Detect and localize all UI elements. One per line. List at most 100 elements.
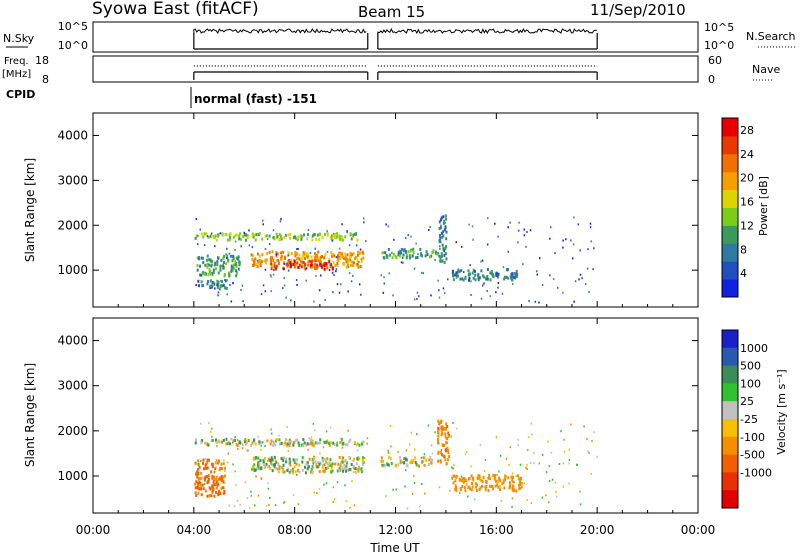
- echo-cell: [228, 252, 231, 255]
- echo-cell: [204, 489, 207, 493]
- echo-cell: [303, 265, 306, 269]
- echo-cell: [204, 466, 207, 470]
- echo-cell: [317, 461, 320, 465]
- echo-cell: [327, 441, 330, 445]
- echo-cell: [298, 257, 301, 261]
- echo-cell: [216, 259, 219, 263]
- echo-cell: [445, 217, 448, 221]
- echo-cell: [490, 484, 493, 488]
- echo-cell: [277, 252, 280, 256]
- echo-cell: [242, 300, 244, 303]
- echo-cell: [344, 255, 347, 259]
- echo-cell: [211, 427, 213, 430]
- echo-cell: [455, 274, 458, 278]
- echo-cell: [207, 480, 210, 484]
- echo-cell: [460, 475, 463, 478]
- echo-cell: [552, 278, 555, 281]
- echo-cell: [216, 234, 219, 238]
- echo-cell: [506, 276, 509, 280]
- echo-cell: [485, 480, 488, 484]
- echo-cell: [437, 434, 440, 438]
- echo-cell: [265, 234, 268, 238]
- echo-cell: [272, 236, 274, 239]
- echo-cell: [346, 461, 349, 465]
- echo-cell: [200, 280, 203, 284]
- echo-cell: [325, 482, 328, 485]
- echo-cell: [302, 251, 305, 255]
- echo-cell: [483, 282, 485, 285]
- echo-cell: [264, 248, 267, 251]
- echo-cell: [356, 259, 359, 263]
- echo-cell: [296, 261, 299, 265]
- echo-cell: [250, 494, 252, 497]
- echo-cell: [222, 486, 225, 490]
- echo-cell: [322, 256, 325, 260]
- echo-cell: [302, 254, 305, 258]
- echo-cell: [322, 469, 325, 473]
- echo-cell: [288, 470, 291, 474]
- echo-cell: [430, 444, 433, 447]
- echo-cell: [464, 453, 467, 456]
- echo-cell: [257, 261, 260, 265]
- echo-cell: [306, 237, 309, 241]
- echo-cell: [484, 488, 487, 492]
- echo-cell: [221, 477, 224, 481]
- echo-cell: [494, 222, 496, 225]
- echo-cell: [194, 486, 197, 490]
- echo-cell: [345, 464, 348, 468]
- echo-cell: [439, 245, 441, 248]
- echo-cell: [226, 257, 228, 260]
- echo-cell: [222, 283, 225, 287]
- echo-cell: [436, 441, 439, 445]
- echo-cell: [436, 437, 439, 441]
- echo-cell: [486, 243, 489, 246]
- echo-cell: [228, 504, 230, 507]
- echo-cell: [583, 425, 585, 428]
- echo-cell: [330, 251, 333, 255]
- echo-cell: [554, 481, 557, 484]
- echo-cell: [282, 267, 285, 270]
- echo-cell: [293, 265, 296, 269]
- echo-cell: [333, 235, 336, 239]
- echo-cell: [326, 457, 329, 461]
- echo-cell: [234, 240, 237, 243]
- echo-cell: [272, 440, 275, 444]
- echo-cell: [253, 504, 256, 507]
- echo-cell: [225, 233, 228, 237]
- echo-cell: [200, 487, 203, 491]
- echo-cell: [425, 458, 428, 462]
- echo-cell: [360, 257, 363, 261]
- echo-cell: [257, 435, 259, 438]
- echo-cell: [273, 264, 276, 268]
- echo-cell: [335, 268, 338, 271]
- echo-cell: [513, 271, 516, 275]
- echo-cell: [203, 483, 206, 486]
- echo-cell: [311, 457, 314, 461]
- echo-cell: [270, 428, 272, 431]
- echo-cell: [519, 476, 522, 480]
- y-tick-label: 1000: [57, 469, 88, 483]
- echo-cell: [380, 459, 383, 463]
- echo-cell: [294, 470, 297, 474]
- echo-cell: [314, 263, 317, 267]
- echo-cell: [343, 257, 346, 261]
- echo-cell: [290, 252, 293, 256]
- echo-cell: [414, 448, 416, 451]
- echo-cell: [438, 421, 441, 425]
- echo-cell: [429, 455, 432, 459]
- echo-cell: [359, 248, 362, 251]
- echo-cell: [509, 275, 512, 279]
- colorbar-tick-label: 25: [740, 395, 754, 408]
- echo-cell: [203, 476, 206, 480]
- echo-cell: [468, 276, 471, 280]
- echo-cell: [443, 219, 446, 223]
- nsky-panel-frame: [92, 21, 699, 53]
- echo-cell: [345, 466, 348, 470]
- echo-cell: [481, 485, 483, 488]
- echo-cell: [315, 254, 318, 258]
- echo-cell: [309, 438, 312, 442]
- echo-cell: [227, 258, 230, 262]
- echo-cell: [270, 439, 273, 443]
- echo-cell: [324, 440, 327, 444]
